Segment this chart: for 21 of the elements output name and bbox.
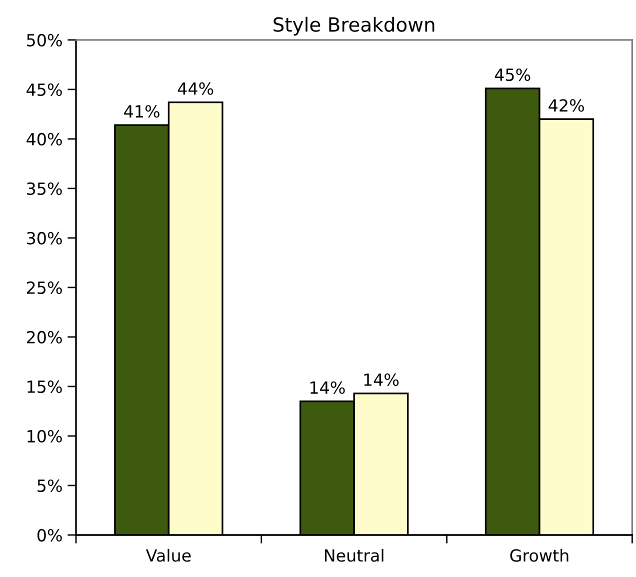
y-tick-label: 40% [26, 132, 62, 146]
data-label: 14% [310, 381, 345, 394]
data-label: 42% [548, 99, 584, 112]
chart-title: Style Breakdown [274, 16, 434, 36]
y-tick-label: 30% [27, 232, 62, 245]
data-label: 14% [364, 373, 399, 386]
x-tick-label: Growth [510, 548, 568, 562]
y-tick-label: 10% [28, 430, 62, 443]
y-tick-label: 15% [28, 380, 62, 394]
y-tick-label: 50% [27, 34, 62, 46]
y-tick-label: 25% [26, 281, 62, 294]
y-tick-label: 45% [26, 83, 62, 96]
y-tick-label: 35% [27, 182, 62, 196]
data-label: 45% [494, 68, 530, 82]
y-tick-label: 5% [38, 479, 62, 492]
x-tick-label: Neutral [324, 548, 384, 562]
y-tick-label: 20% [26, 330, 62, 344]
x-tick-label: Value [146, 548, 191, 562]
data-label: 41% [124, 105, 160, 118]
data-label: 44% [178, 82, 214, 95]
y-tick-label: 0% [37, 528, 62, 542]
